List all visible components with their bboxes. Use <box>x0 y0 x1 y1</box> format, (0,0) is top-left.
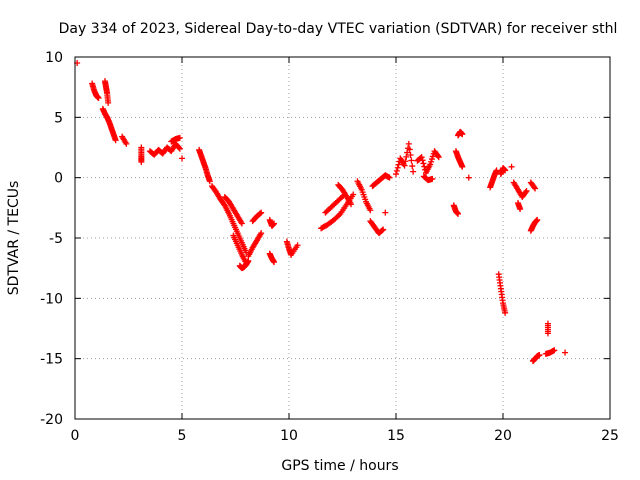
data-point <box>258 209 265 216</box>
data-point <box>336 212 343 219</box>
data-point <box>410 168 417 175</box>
data-point <box>176 145 183 152</box>
data-point <box>405 140 412 147</box>
chart-title: Day 334 of 2023, Sidereal Day-to-day VTE… <box>59 21 618 37</box>
data-point <box>395 161 402 168</box>
x-tick-label: 15 <box>387 428 405 444</box>
data-point <box>508 163 515 170</box>
data-point <box>408 157 415 164</box>
data-point <box>393 171 399 178</box>
y-tick-label: -5 <box>49 231 63 247</box>
data-point <box>409 163 416 170</box>
data-point <box>350 191 357 198</box>
data-point <box>420 160 427 167</box>
data-point <box>523 187 530 194</box>
data-point <box>206 178 213 185</box>
data-point <box>105 99 112 106</box>
data-point <box>534 216 541 223</box>
data-point <box>123 140 130 147</box>
data-point <box>257 210 264 217</box>
data-point <box>404 149 411 156</box>
data-point <box>562 349 569 356</box>
data-point <box>348 201 355 208</box>
data-point <box>531 184 538 191</box>
data-point <box>428 156 435 163</box>
data-point <box>401 162 408 169</box>
data-point <box>502 167 509 174</box>
data-point <box>517 206 524 213</box>
data-point <box>544 330 551 337</box>
x-axis-ticks: 0 5 10 15 20 25 <box>71 57 619 444</box>
x-tick-label: 5 <box>178 428 187 444</box>
data-point <box>493 167 500 174</box>
data-point <box>418 154 425 161</box>
data-point <box>522 189 529 196</box>
data-point <box>407 151 414 158</box>
y-axis-label: SDTVAR / TECUs <box>6 181 22 296</box>
data-point <box>367 207 374 214</box>
data-point <box>271 259 278 266</box>
y-tick-label: 5 <box>54 110 63 126</box>
data-point <box>176 144 183 151</box>
data-point <box>294 242 301 249</box>
data-point <box>459 163 466 170</box>
data-point <box>428 158 435 165</box>
data-point <box>95 95 102 102</box>
y-tick-label: 0 <box>54 171 63 187</box>
data-point <box>429 175 436 182</box>
y-tick-label: -10 <box>40 291 63 307</box>
data-points <box>74 60 569 365</box>
data-point <box>382 209 389 216</box>
y-tick-label: -15 <box>40 352 63 368</box>
data-point <box>403 153 410 160</box>
data-point <box>271 220 278 227</box>
x-tick-label: 10 <box>280 428 298 444</box>
grid-lines <box>75 57 610 419</box>
data-point <box>394 164 401 171</box>
data-point <box>402 158 409 165</box>
data-point <box>421 163 428 170</box>
data-point <box>406 146 413 153</box>
x-axis-label: GPS time / hours <box>281 458 398 474</box>
data-point <box>393 167 400 174</box>
data-point <box>386 174 393 181</box>
data-point <box>459 131 466 138</box>
data-point <box>179 155 185 162</box>
data-point <box>502 309 509 316</box>
data-point <box>434 152 441 159</box>
data-point <box>429 153 436 160</box>
data-point <box>427 161 434 168</box>
data-point <box>380 226 387 233</box>
data-point <box>112 137 119 144</box>
x-tick-label: 20 <box>494 428 512 444</box>
data-point <box>551 347 558 354</box>
y-axis-ticks: -20 -15 -10 -5 0 5 10 <box>40 50 610 428</box>
data-point <box>532 185 539 192</box>
data-point <box>419 157 426 164</box>
y-tick-label: 10 <box>45 50 63 66</box>
x-tick-label: 0 <box>71 428 80 444</box>
data-point <box>536 352 543 359</box>
data-point <box>238 220 245 227</box>
data-point <box>455 210 462 217</box>
data-point <box>379 227 386 234</box>
y-tick-label: -20 <box>40 412 63 428</box>
data-point <box>258 230 265 237</box>
x-tick-label: 25 <box>601 428 619 444</box>
data-point <box>465 174 472 181</box>
data-point <box>138 158 145 165</box>
data-point <box>435 154 442 161</box>
data-point <box>176 134 183 141</box>
